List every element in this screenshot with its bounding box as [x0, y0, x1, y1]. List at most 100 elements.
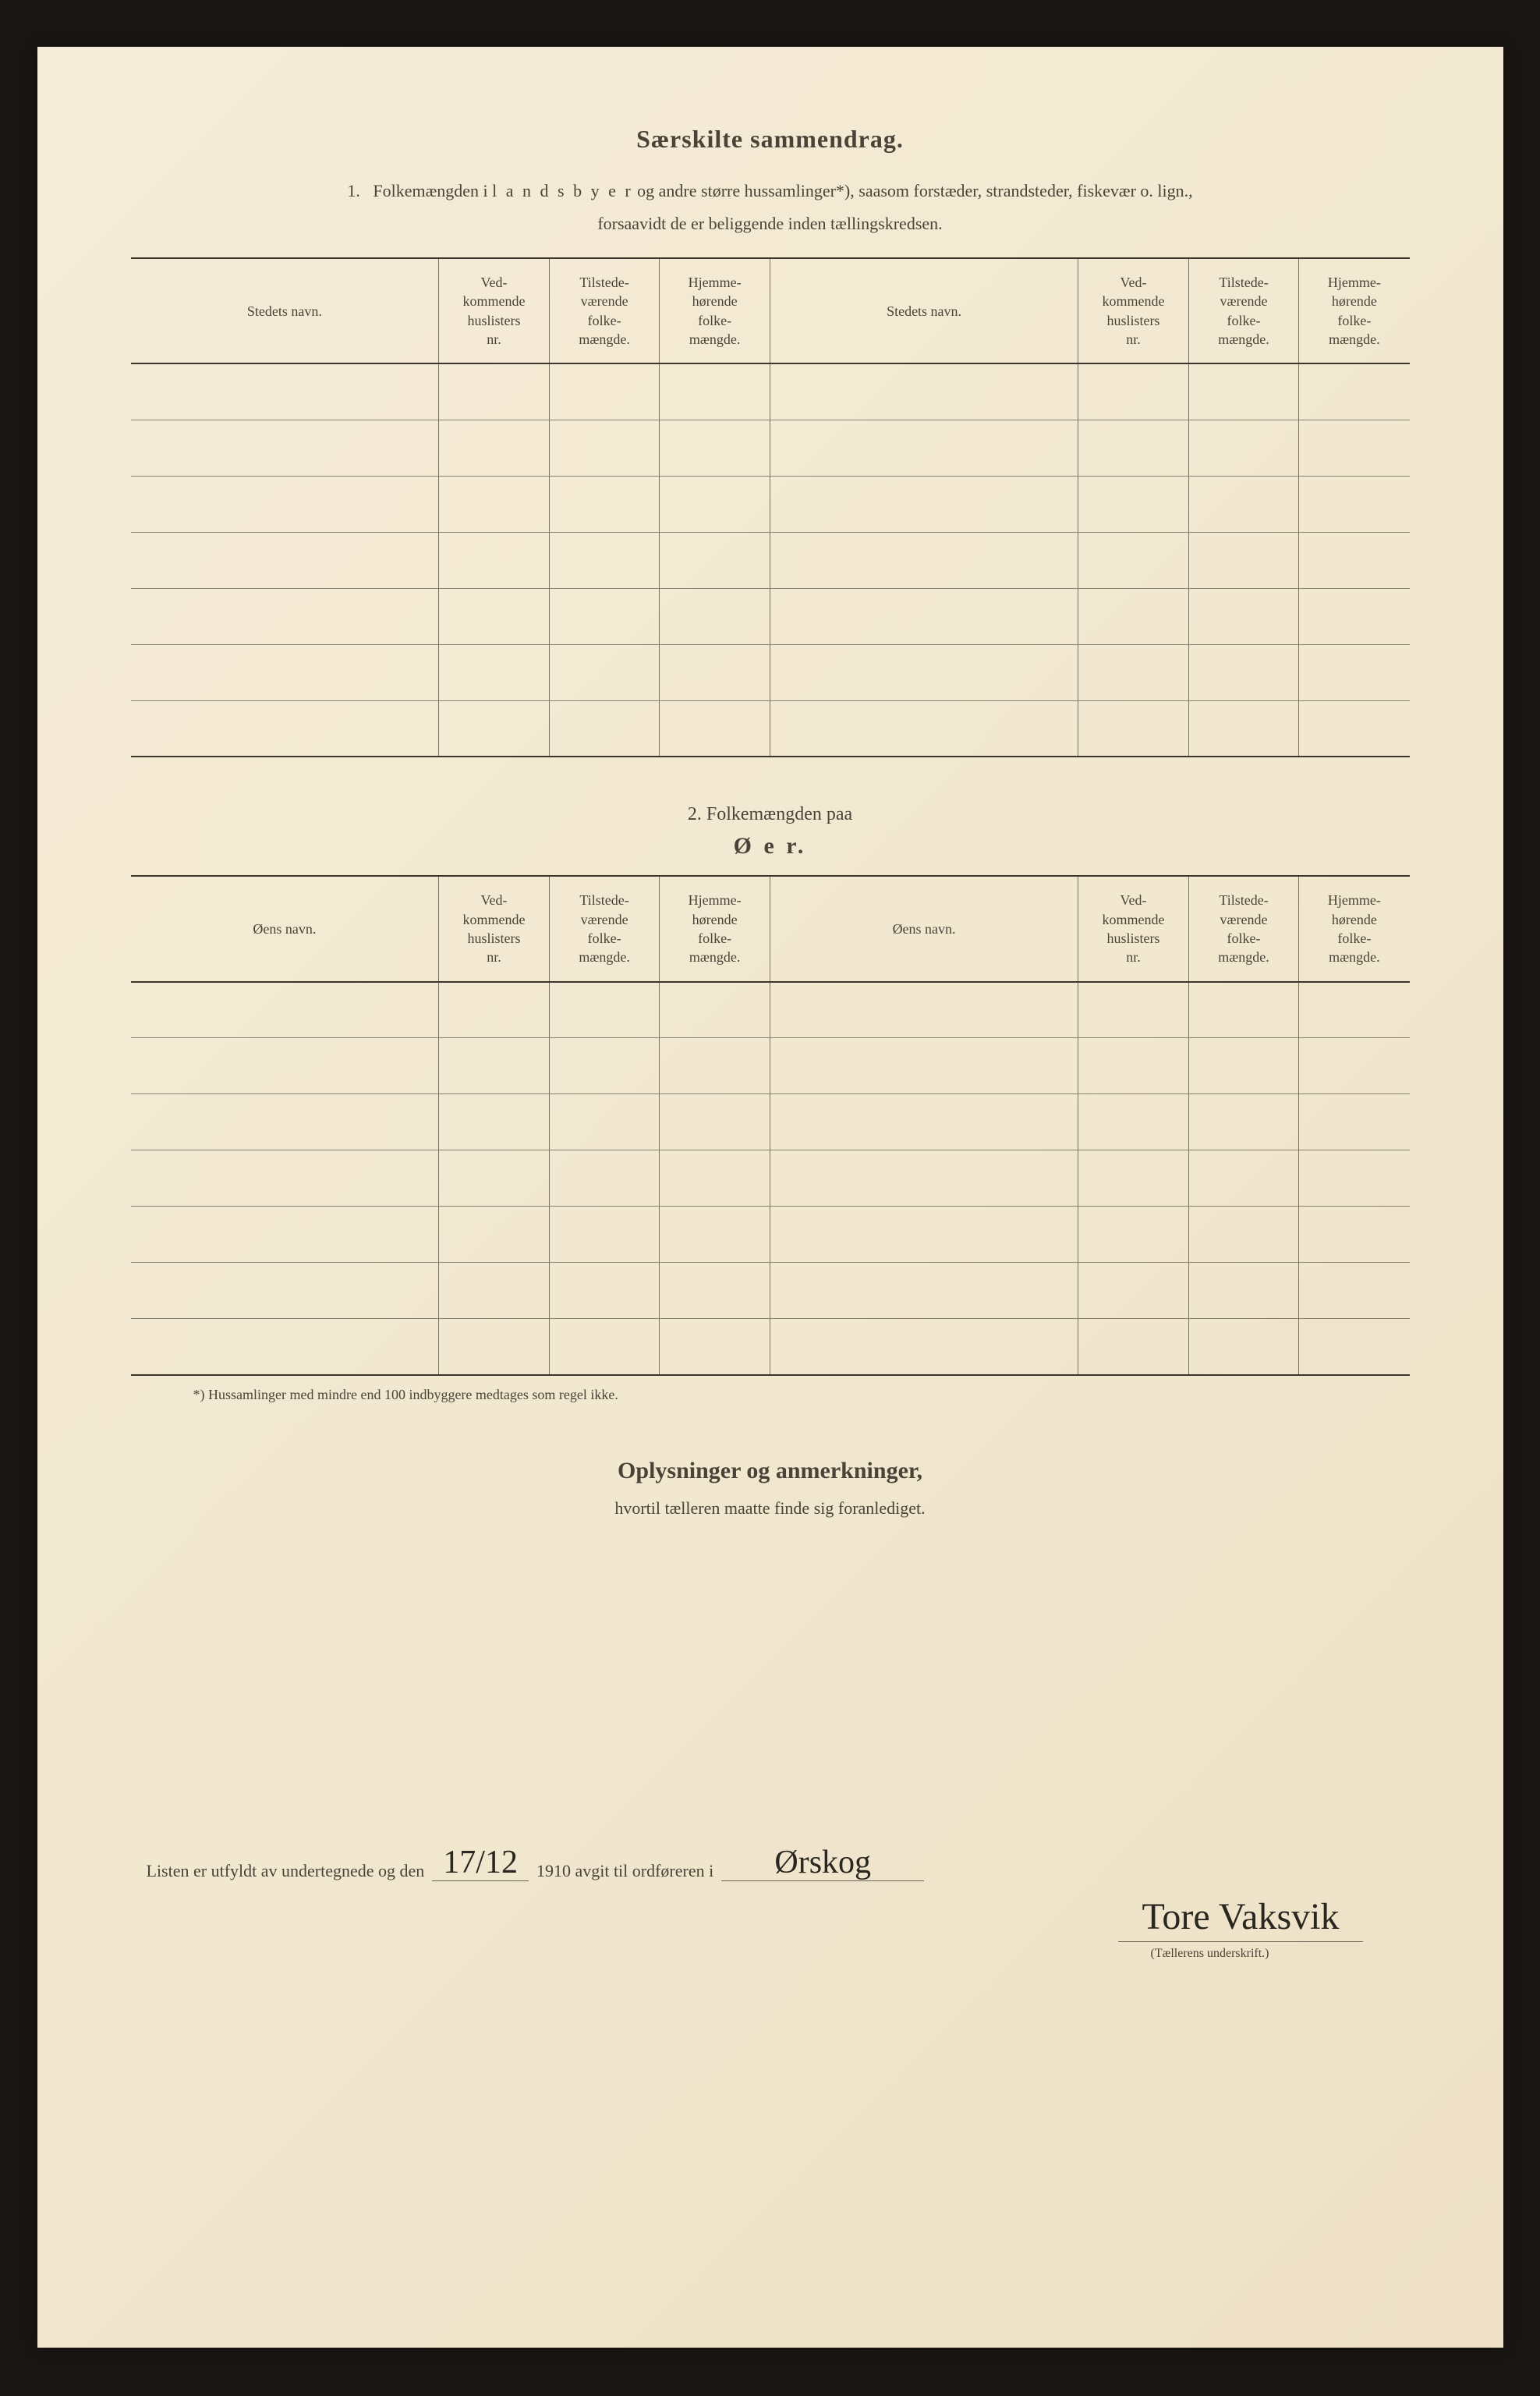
table-cell — [1299, 982, 1410, 1038]
table-cell — [549, 532, 660, 588]
table-cell — [1299, 532, 1410, 588]
table-cell — [660, 644, 770, 700]
table-row — [131, 476, 1410, 532]
table-row — [131, 700, 1410, 757]
table-cell — [439, 1038, 550, 1094]
table-cell — [770, 1038, 1078, 1094]
table-cell — [1299, 1207, 1410, 1263]
table-cell — [1188, 982, 1299, 1038]
table-cell — [1188, 363, 1299, 420]
table-cell — [1299, 1263, 1410, 1319]
table-cell — [1299, 644, 1410, 700]
table-cell — [1188, 588, 1299, 644]
remarks-subtitle: hvortil tælleren maatte finde sig foranl… — [131, 1498, 1410, 1519]
table-row — [131, 1038, 1410, 1094]
table-row — [131, 1207, 1410, 1263]
table-cell — [770, 1150, 1078, 1207]
table-cell — [770, 420, 1078, 476]
t1-header-col7: Tilstede- værende folke- mængde. — [1188, 258, 1299, 363]
table-cell — [549, 644, 660, 700]
table-cell — [131, 1319, 439, 1375]
table-cell — [1188, 1150, 1299, 1207]
table-cell — [770, 700, 1078, 757]
sig-date: 17/12 — [432, 1846, 529, 1881]
table-cell — [549, 700, 660, 757]
table-cell — [439, 476, 550, 532]
section2-pre: 2. Folkemængden paa — [131, 804, 1410, 825]
table-cell — [1299, 1150, 1410, 1207]
main-title: Særskilte sammendrag. — [131, 125, 1410, 154]
table-cell — [439, 1094, 550, 1150]
t1-header-col2: Ved- kommende huslisters nr. — [439, 258, 550, 363]
table-cell — [131, 476, 439, 532]
table-row — [131, 1319, 1410, 1375]
table-cell — [770, 588, 1078, 644]
table-cell — [1299, 363, 1410, 420]
table-cell — [439, 1263, 550, 1319]
table-cell — [1078, 1150, 1189, 1207]
table-cell — [549, 420, 660, 476]
table-cell — [1299, 588, 1410, 644]
t1-body — [131, 363, 1410, 757]
table-cell — [1188, 1319, 1299, 1375]
table-row — [131, 420, 1410, 476]
table-cell — [131, 1094, 439, 1150]
table-cell — [660, 1094, 770, 1150]
table-cell — [770, 1263, 1078, 1319]
document-page: Særskilte sammendrag. 1. Folkemængden i … — [37, 47, 1503, 2348]
signature-name-block: Tore Vaksvik (Tællerens underskrift.) — [131, 1895, 1410, 1961]
table-row — [131, 644, 1410, 700]
table-cell — [660, 1319, 770, 1375]
table-cell — [439, 420, 550, 476]
table-cell — [549, 1150, 660, 1207]
table-cell — [439, 700, 550, 757]
table-cell — [1078, 363, 1189, 420]
table-cell — [1078, 644, 1189, 700]
t1-header-name-right: Stedets navn. — [770, 258, 1078, 363]
table-cell — [1188, 644, 1299, 700]
table-cell — [1078, 588, 1189, 644]
table-cell — [549, 363, 660, 420]
table-cell — [131, 1150, 439, 1207]
table-cell — [1188, 476, 1299, 532]
section1-subtitle-line2: forsaavidt de er beliggende inden tællin… — [131, 214, 1410, 234]
section1-text-a: Folkemængden i — [373, 181, 492, 200]
table-cell — [1078, 1319, 1189, 1375]
table-cell — [660, 420, 770, 476]
table-cell — [770, 532, 1078, 588]
table-cell — [439, 588, 550, 644]
table-cell — [1078, 476, 1189, 532]
table-cell — [660, 982, 770, 1038]
table-cell — [660, 1150, 770, 1207]
t1-header-col3: Tilstede- værende folke- mængde. — [549, 258, 660, 363]
t2-header-name-right: Øens navn. — [770, 876, 1078, 981]
section1-subtitle: 1. Folkemængden i l a n d s b y e r og a… — [131, 177, 1410, 204]
signature-caption: (Tællerens underskrift.) — [131, 1947, 1363, 1961]
table-cell — [770, 363, 1078, 420]
table-cell — [1188, 700, 1299, 757]
table-cell — [439, 1319, 550, 1375]
table-cell — [1078, 700, 1189, 757]
sig-text-a: Listen er utfyldt av undertegnede og den — [147, 1861, 425, 1881]
table-cell — [660, 476, 770, 532]
table-cell — [131, 1207, 439, 1263]
table-cell — [549, 1094, 660, 1150]
table-cell — [131, 700, 439, 757]
table-cell — [131, 588, 439, 644]
table-cell — [1078, 1038, 1189, 1094]
table-row — [131, 1150, 1410, 1207]
t2-body — [131, 982, 1410, 1375]
section1-number: 1. — [347, 181, 360, 200]
table-cell — [660, 1207, 770, 1263]
table-cell — [1299, 1094, 1410, 1150]
signature-name: Tore Vaksvik — [1118, 1895, 1362, 1942]
table-cell — [1078, 1263, 1189, 1319]
table-cell — [660, 1263, 770, 1319]
table-cell — [660, 700, 770, 757]
t2-header-col7: Tilstede- værende folke- mængde. — [1188, 876, 1299, 981]
table-cell — [1299, 420, 1410, 476]
table-cell — [1299, 476, 1410, 532]
t2-header-col6: Ved- kommende huslisters nr. — [1078, 876, 1189, 981]
table-cell — [549, 476, 660, 532]
table-cell — [1299, 1038, 1410, 1094]
